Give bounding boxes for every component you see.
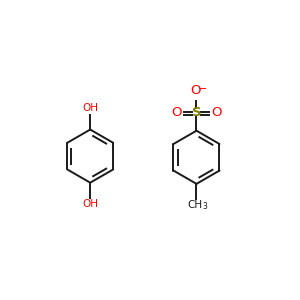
Text: O: O	[190, 84, 201, 97]
Text: O: O	[172, 106, 182, 119]
Text: S: S	[192, 106, 201, 119]
Text: OH: OH	[82, 199, 98, 209]
Text: O: O	[211, 106, 221, 119]
Text: −: −	[198, 84, 208, 94]
Text: OH: OH	[82, 103, 98, 113]
Text: 3: 3	[202, 202, 207, 211]
Text: CH: CH	[188, 200, 203, 210]
